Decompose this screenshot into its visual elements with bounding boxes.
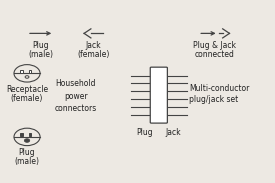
FancyBboxPatch shape bbox=[20, 133, 23, 136]
Text: Receptacle: Receptacle bbox=[6, 85, 48, 94]
Circle shape bbox=[24, 139, 30, 142]
Text: connected: connected bbox=[195, 50, 235, 59]
Text: Jack: Jack bbox=[165, 128, 181, 137]
Text: Jack: Jack bbox=[86, 41, 101, 50]
Text: power: power bbox=[64, 92, 88, 100]
Text: (male): (male) bbox=[28, 50, 53, 59]
Text: (male): (male) bbox=[15, 157, 40, 166]
FancyBboxPatch shape bbox=[29, 70, 31, 73]
FancyBboxPatch shape bbox=[20, 70, 23, 73]
FancyBboxPatch shape bbox=[29, 133, 31, 136]
Text: (female): (female) bbox=[78, 50, 110, 59]
Text: Plug: Plug bbox=[19, 148, 35, 157]
Text: Plug: Plug bbox=[32, 41, 49, 50]
Text: plug/jack set: plug/jack set bbox=[189, 95, 239, 104]
Text: (female): (female) bbox=[11, 94, 43, 103]
Text: Plug: Plug bbox=[136, 128, 153, 137]
Text: Household: Household bbox=[56, 79, 96, 88]
FancyBboxPatch shape bbox=[150, 67, 167, 123]
Text: Multi-conductor: Multi-conductor bbox=[189, 84, 250, 93]
Text: Plug & Jack: Plug & Jack bbox=[193, 41, 236, 50]
Text: connectors: connectors bbox=[55, 104, 97, 113]
